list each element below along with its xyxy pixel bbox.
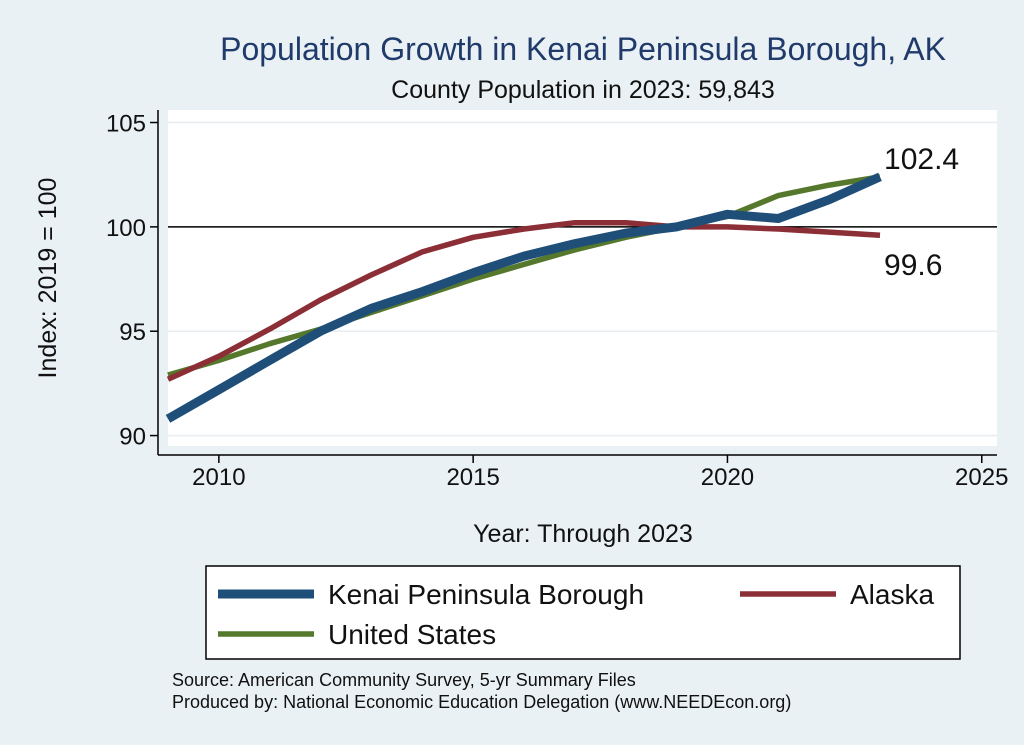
y-tick-label-95: 95 [119, 319, 146, 346]
x-tick-label-2025: 2025 [955, 464, 1008, 491]
series-line-kenai-peninsula-borough [165, 172, 882, 423]
end-labels: 102.4 99.6 [884, 143, 959, 282]
legend-label-kenai-peninsula-borough: Kenai Peninsula Borough [328, 579, 644, 610]
series-line-alaska [166, 219, 881, 382]
x-tick-label-2010: 2010 [192, 464, 245, 491]
legend-label-alaska: Alaska [850, 579, 934, 610]
source-note: Source: American Community Survey, 5-yr … [172, 670, 636, 690]
chart-title: Population Growth in Kenai Peninsula Bor… [220, 31, 946, 67]
y-axis-label: Index: 2019 = 100 [34, 178, 62, 379]
y-tick-label-105: 105 [106, 111, 146, 138]
x-tick-label-2015: 2015 [446, 464, 499, 491]
legend: Kenai Peninsula Borough Alaska United Stat… [218, 579, 934, 650]
y-tick-label-90: 90 [119, 424, 146, 451]
y-tick-label-100: 100 [106, 215, 146, 242]
series-line-united-states [167, 174, 881, 378]
end-label-alaska: 99.6 [884, 249, 942, 282]
chart-subtitle: County Population in 2023: 59,843 [391, 76, 775, 104]
series-lines [165, 172, 882, 423]
legend-box [205, 565, 961, 660]
producer-note: Produced by: National Economic Education… [172, 692, 791, 712]
x-axis-label: Year: Through 2023 [473, 520, 693, 548]
axes: 90 95 100 105 2010 2015 2020 2025 [106, 110, 1008, 491]
end-label-kenai-peninsula-borough: 102.4 [884, 143, 959, 176]
legend-label-united-states: United States [328, 619, 496, 650]
x-tick-label-2020: 2020 [701, 464, 754, 491]
plot-area [168, 110, 997, 446]
